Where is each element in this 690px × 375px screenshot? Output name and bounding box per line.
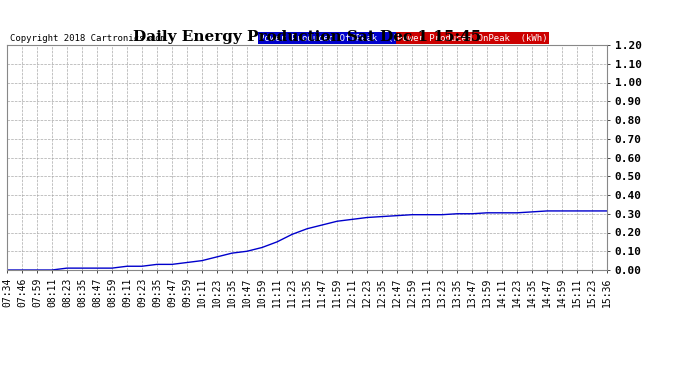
- Title: Daily Energy Production Sat Dec 1 15:45: Daily Energy Production Sat Dec 1 15:45: [133, 30, 481, 44]
- Text: Power Produced OffPeak  (kWh): Power Produced OffPeak (kWh): [259, 34, 415, 43]
- Text: Copyright 2018 Cartronics.com: Copyright 2018 Cartronics.com: [10, 34, 166, 43]
- Text: Power Produced OnPeak  (kWh): Power Produced OnPeak (kWh): [397, 34, 548, 43]
